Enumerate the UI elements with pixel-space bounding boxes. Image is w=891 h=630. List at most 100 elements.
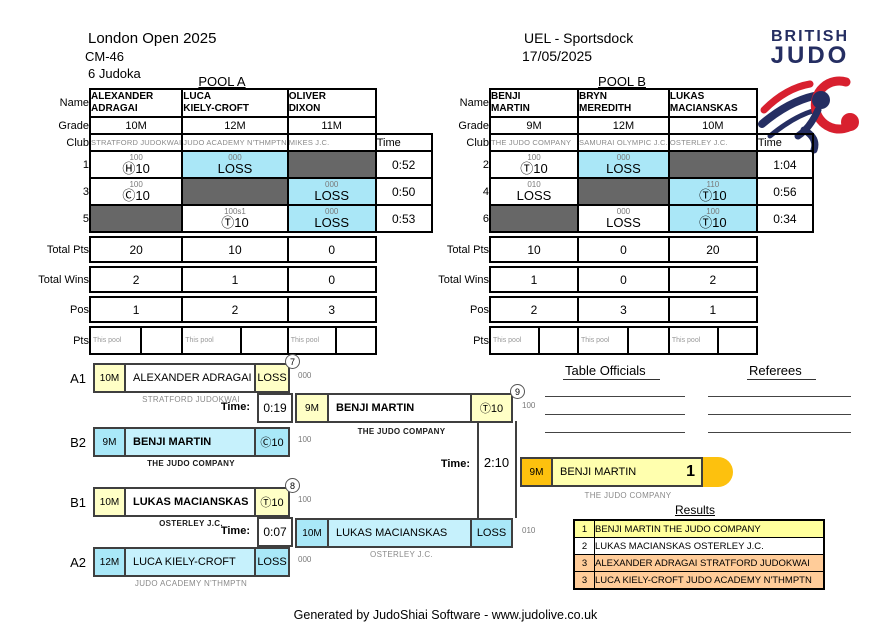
match-cell-loss: 000 LOSS — [181, 150, 289, 179]
bracket-grade: 12M — [93, 547, 126, 577]
match-cell-win: 100 Ⓒ10 — [88, 177, 184, 206]
referees-signature-line — [708, 432, 851, 433]
champion-name: BENJI MARTIN — [560, 466, 637, 478]
match-cell-win: 110 Ⓣ10 — [667, 177, 758, 206]
bracket-result: Ⓣ10 — [254, 487, 290, 517]
match-number-circle: 8 — [285, 478, 300, 493]
total-pts-value: 10 — [181, 236, 289, 263]
result-row: 3 ALEXANDER ADRAGAI STRATFORD JUDOKWAI — [573, 554, 825, 572]
competitor-club: OSTERLEY J.C. — [667, 133, 758, 152]
competitor-grade: 9M — [489, 116, 579, 135]
seed-label-b2: B2 — [70, 435, 86, 450]
champion-row: BENJI MARTIN 1 — [553, 457, 703, 487]
pos-value: 3 — [577, 296, 670, 323]
results-table: 1 BENJI MARTIN THE JUDO COMPANY 2 LUKAS … — [573, 519, 825, 590]
bracket-row-a2: 12M LUCA KIELY-CROFT LOSS — [93, 547, 290, 577]
result-place: 3 — [573, 554, 595, 572]
match-cell-empty — [577, 177, 670, 206]
match-number-circle: 7 — [285, 354, 300, 369]
match-cell-win: 100s1 Ⓣ10 — [181, 204, 289, 233]
match-time-value: 0:19 — [257, 393, 293, 423]
row-label-grade: Grade — [458, 119, 489, 132]
match-time: 0:50 — [374, 177, 433, 206]
row-label-pts: Pts — [473, 334, 489, 347]
match-number-circle: 9 — [510, 384, 525, 399]
row-label-total-wins: Total Wins — [438, 273, 489, 286]
judoka-count: 6 Judoka — [88, 66, 141, 81]
referees-section: Referees — [747, 362, 816, 380]
bracket-club: THE JUDO COMPANY — [147, 459, 235, 468]
seed-label-a2: A2 — [70, 555, 86, 570]
champion-club: THE JUDO COMPANY — [584, 491, 672, 500]
venue-label: UEL - Sportsdock — [524, 30, 634, 46]
pool-b-title: POOL B — [598, 74, 646, 89]
officials-signature-line — [545, 432, 685, 433]
time-label: Time: — [220, 525, 250, 537]
result-text: LUKAS MACIANSKAS OSTERLEY J.C. — [594, 537, 825, 555]
total-pts-value: 20 — [667, 236, 758, 263]
competitor-grade: 10M — [88, 116, 184, 135]
bracket-score: 000 — [298, 371, 312, 380]
bracket-grade: 10M — [93, 487, 126, 517]
match-cell-empty — [181, 177, 289, 206]
bracket-row-b2: 9M BENJI MARTIN Ⓒ10 — [93, 427, 290, 457]
competitor-name: OLIVER DIXON — [286, 88, 377, 118]
bracket-club: OSTERLEY J.C. — [370, 550, 433, 559]
seed-label-a1: A1 — [70, 371, 86, 386]
bracket-club: OSTERLEY J.C. — [159, 519, 223, 528]
event-date: 17/05/2025 — [522, 48, 593, 64]
competitor-name: BENJI MARTIN — [489, 88, 579, 118]
pts-cell: This pool — [88, 326, 184, 355]
total-wins-value: 0 — [286, 266, 377, 293]
time-label: Time: — [220, 401, 250, 413]
bracket-result: Ⓣ10 — [470, 393, 513, 423]
row-label-club: Club — [66, 136, 89, 149]
competitor-grade: 12M — [181, 116, 289, 135]
champion-pill — [699, 457, 733, 487]
bracket-competitor: LUKAS MACIANSKAS — [124, 487, 256, 517]
match-cell-loss: 000 LOSS — [577, 204, 670, 233]
bracket-grade: 10M — [93, 363, 126, 393]
bracket-score: 010 — [522, 526, 536, 535]
bracket-row-b1: 10M LUKAS MACIANSKAS Ⓣ10 — [93, 487, 290, 517]
bracket-row-a1: 10M ALEXANDER ADRAGAI LOSS — [93, 363, 290, 393]
result-row: 3 LUCA KIELY-CROFT JUDO ACADEMY N'THMPTN — [573, 571, 825, 590]
bracket-grade: 9M — [93, 427, 126, 457]
pool-a-title: POOL A — [198, 74, 246, 89]
competitor-name: BRYN MEREDITH — [577, 88, 670, 118]
row-label-grade: Grade — [58, 119, 89, 132]
officials-signature-line — [545, 396, 685, 397]
result-place: 2 — [573, 537, 595, 555]
match-cell-win: 100 Ⓗ10 — [88, 150, 184, 179]
pool-a-table: Name ALEXANDER ADRAGAI LUCA KIELY-CROFT … — [26, 88, 433, 355]
time-column-header: Time — [755, 133, 814, 152]
competitor-club: MIKES J.C. — [286, 133, 377, 152]
total-wins-value: 2 — [667, 266, 758, 293]
bracket-club: JUDO ACADEMY N'THMPTN — [134, 579, 248, 588]
match-time: 0:56 — [755, 177, 814, 206]
logo-text-judo: JUDO — [770, 42, 850, 69]
time-column-header: Time — [374, 133, 433, 152]
pos-value: 3 — [286, 296, 377, 323]
match-cell-win: 100 Ⓣ10 — [489, 150, 579, 179]
champion-grade: 9M — [520, 457, 553, 487]
match-number: 1 — [82, 158, 89, 171]
result-text: LUCA KIELY-CROFT JUDO ACADEMY N'THMPTN — [594, 571, 825, 590]
champion-place: 1 — [686, 463, 695, 480]
competitor-name: LUKAS MACIANSKAS — [667, 88, 758, 118]
match-cell-loss: 000 LOSS — [286, 204, 377, 233]
bracket-connector-line — [515, 421, 517, 518]
bracket-competitor: LUCA KIELY-CROFT — [124, 547, 256, 577]
competitor-grade: 11M — [286, 116, 377, 135]
logo-text-british: BRITISH — [771, 28, 849, 45]
match-time: 1:04 — [755, 150, 814, 179]
bracket-row-final-winner: 9M BENJI MARTIN Ⓣ10 — [295, 393, 513, 423]
match-cell-win: 100 Ⓣ10 — [667, 204, 758, 233]
pts-cell: This pool — [577, 326, 670, 355]
bracket-result: LOSS — [254, 363, 290, 393]
bracket-competitor: LUKAS MACIANSKAS — [327, 518, 472, 548]
match-cell-loss: 010 LOSS — [489, 177, 579, 206]
bracket-grade: 9M — [295, 393, 329, 423]
time-label: Time: — [440, 458, 470, 470]
